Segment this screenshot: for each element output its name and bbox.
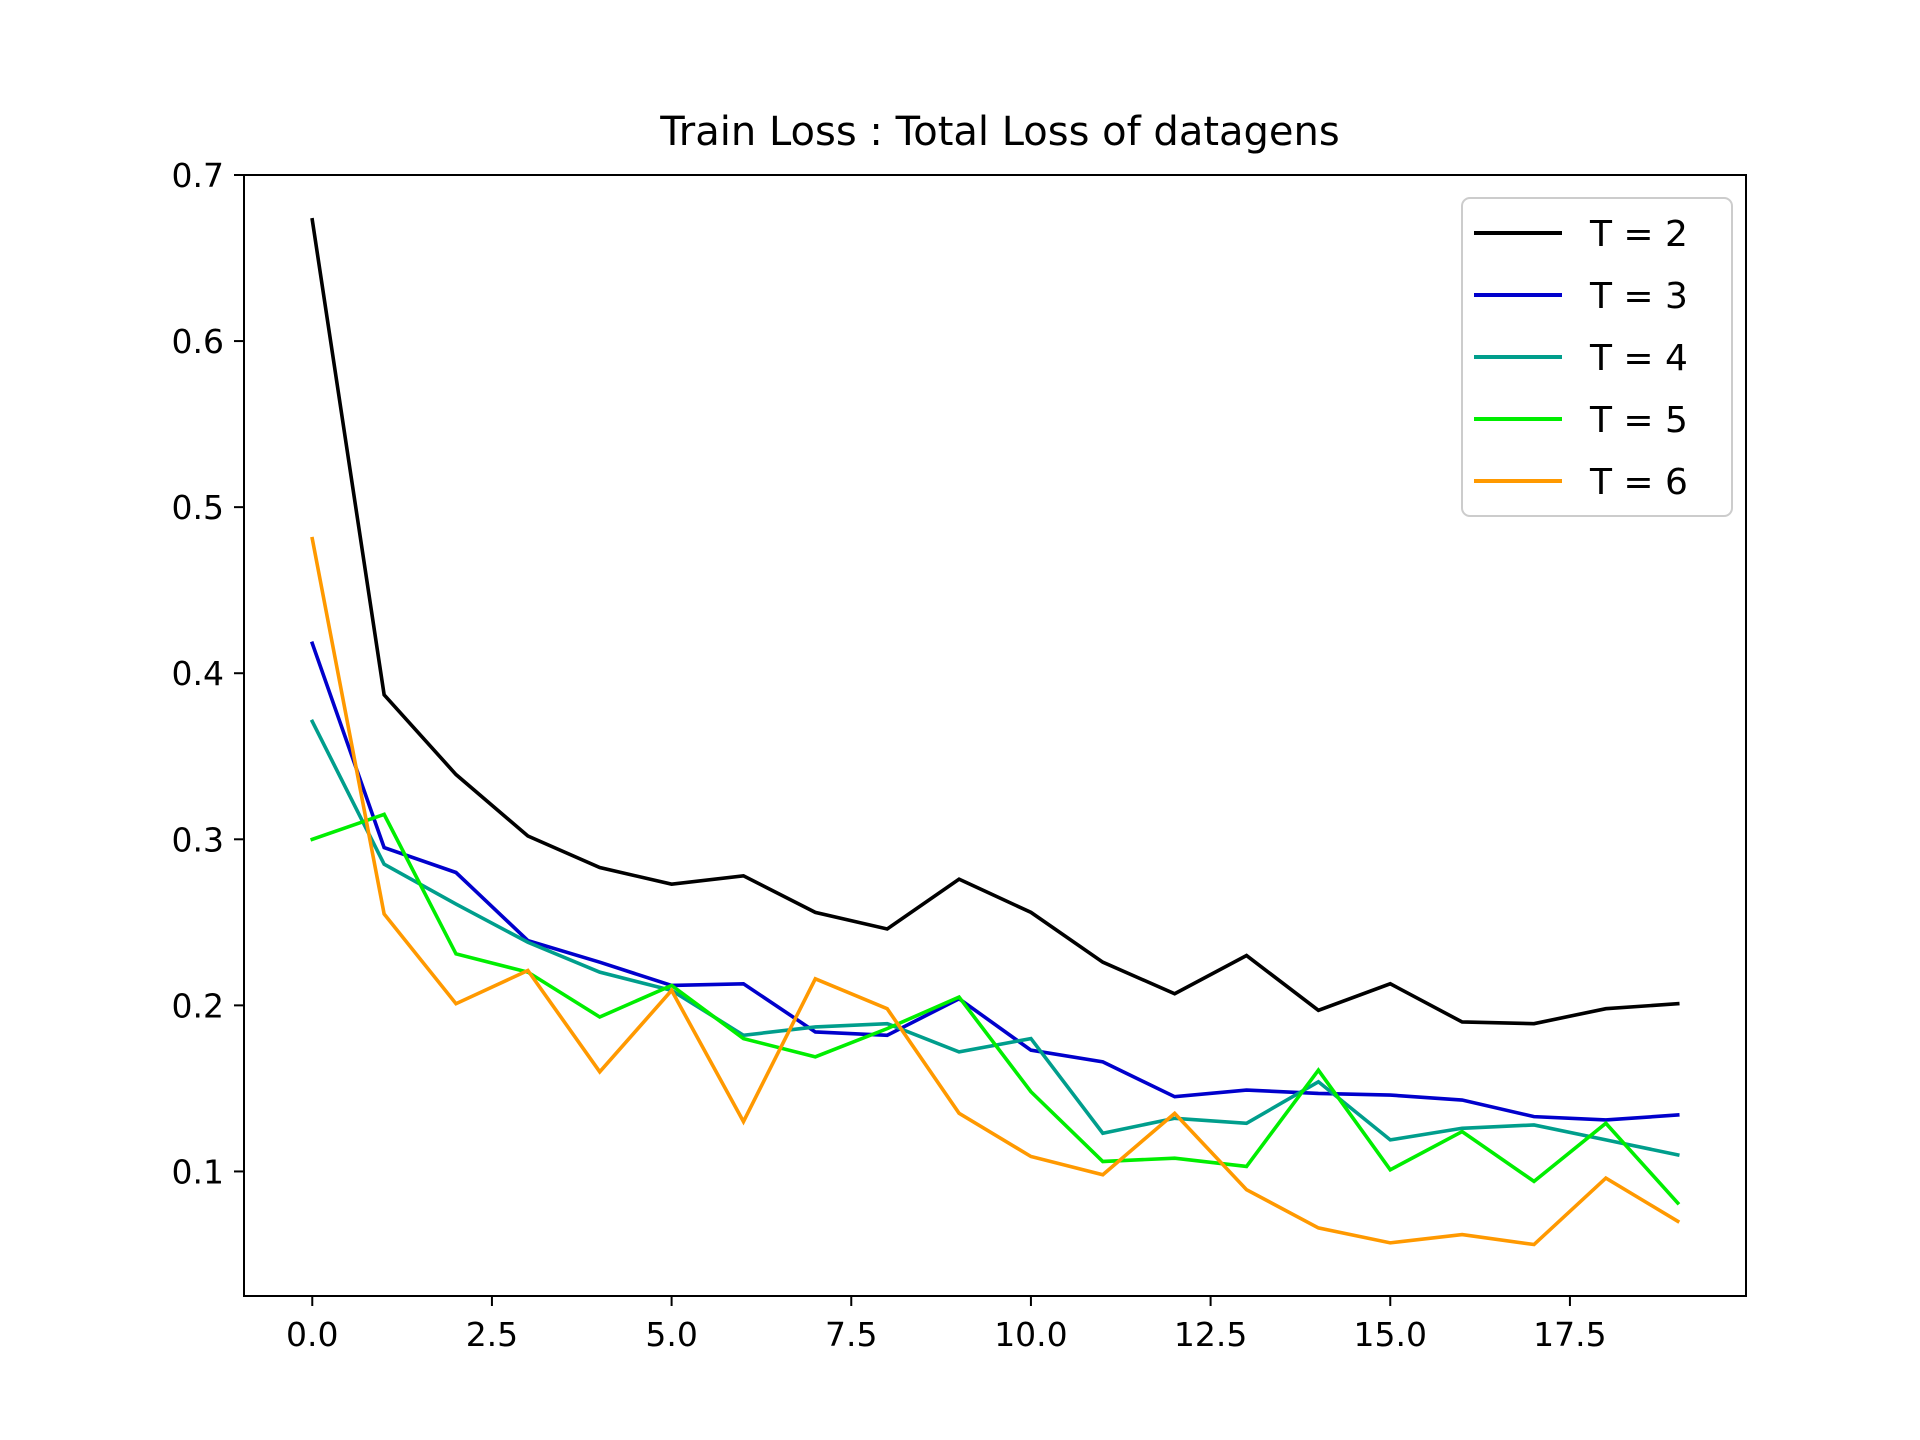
legend-label-2: T = 3 bbox=[1589, 276, 1688, 317]
legend: T = 2 T = 3 T = 4 T = 5 T = 6 bbox=[1461, 197, 1733, 517]
y-tick-label: 0.1 bbox=[172, 1152, 224, 1191]
plot-frame bbox=[243, 174, 1747, 1297]
x-tick-label: 10.0 bbox=[994, 1315, 1067, 1354]
y-tick-label: 0.3 bbox=[172, 820, 224, 859]
x-tick-label: 2.5 bbox=[466, 1315, 518, 1354]
legend-label-1: T = 2 bbox=[1589, 214, 1688, 255]
series-line-1 bbox=[310, 217, 1680, 1026]
x-tick-label: 17.5 bbox=[1533, 1315, 1606, 1354]
legend-label-4: T = 5 bbox=[1589, 400, 1688, 441]
series-line-2 bbox=[309, 641, 1680, 1122]
y-tick-label: 0.4 bbox=[172, 654, 224, 693]
series-line-5 bbox=[310, 536, 1681, 1247]
series-layer bbox=[309, 217, 1681, 1247]
legend-box bbox=[1461, 197, 1733, 517]
y-tick-label: 0.2 bbox=[172, 986, 224, 1025]
y-tick-label: 0.5 bbox=[172, 488, 224, 527]
x-tick-label: 12.5 bbox=[1174, 1315, 1247, 1354]
x-tick-label: 0.0 bbox=[286, 1315, 338, 1354]
x-tick-label: 7.5 bbox=[825, 1315, 877, 1354]
chart-title: Train Loss : Total Loss of datagens bbox=[659, 109, 1339, 155]
legend-label-3: T = 4 bbox=[1589, 338, 1688, 379]
y-tick-label: 0.6 bbox=[172, 322, 224, 361]
y-tick-label: 0.7 bbox=[172, 156, 224, 195]
axes-layer: 0.0 2.5 5.0 7.5 10.0 12.5 15.0 17.5 0.1 0.2 0.3 0.4… bbox=[172, 156, 1747, 1354]
x-tick-label: 5.0 bbox=[645, 1315, 697, 1354]
series-line-4 bbox=[309, 812, 1681, 1206]
legend-label-5: T = 6 bbox=[1589, 462, 1688, 503]
x-tick-label: 15.0 bbox=[1354, 1315, 1427, 1354]
